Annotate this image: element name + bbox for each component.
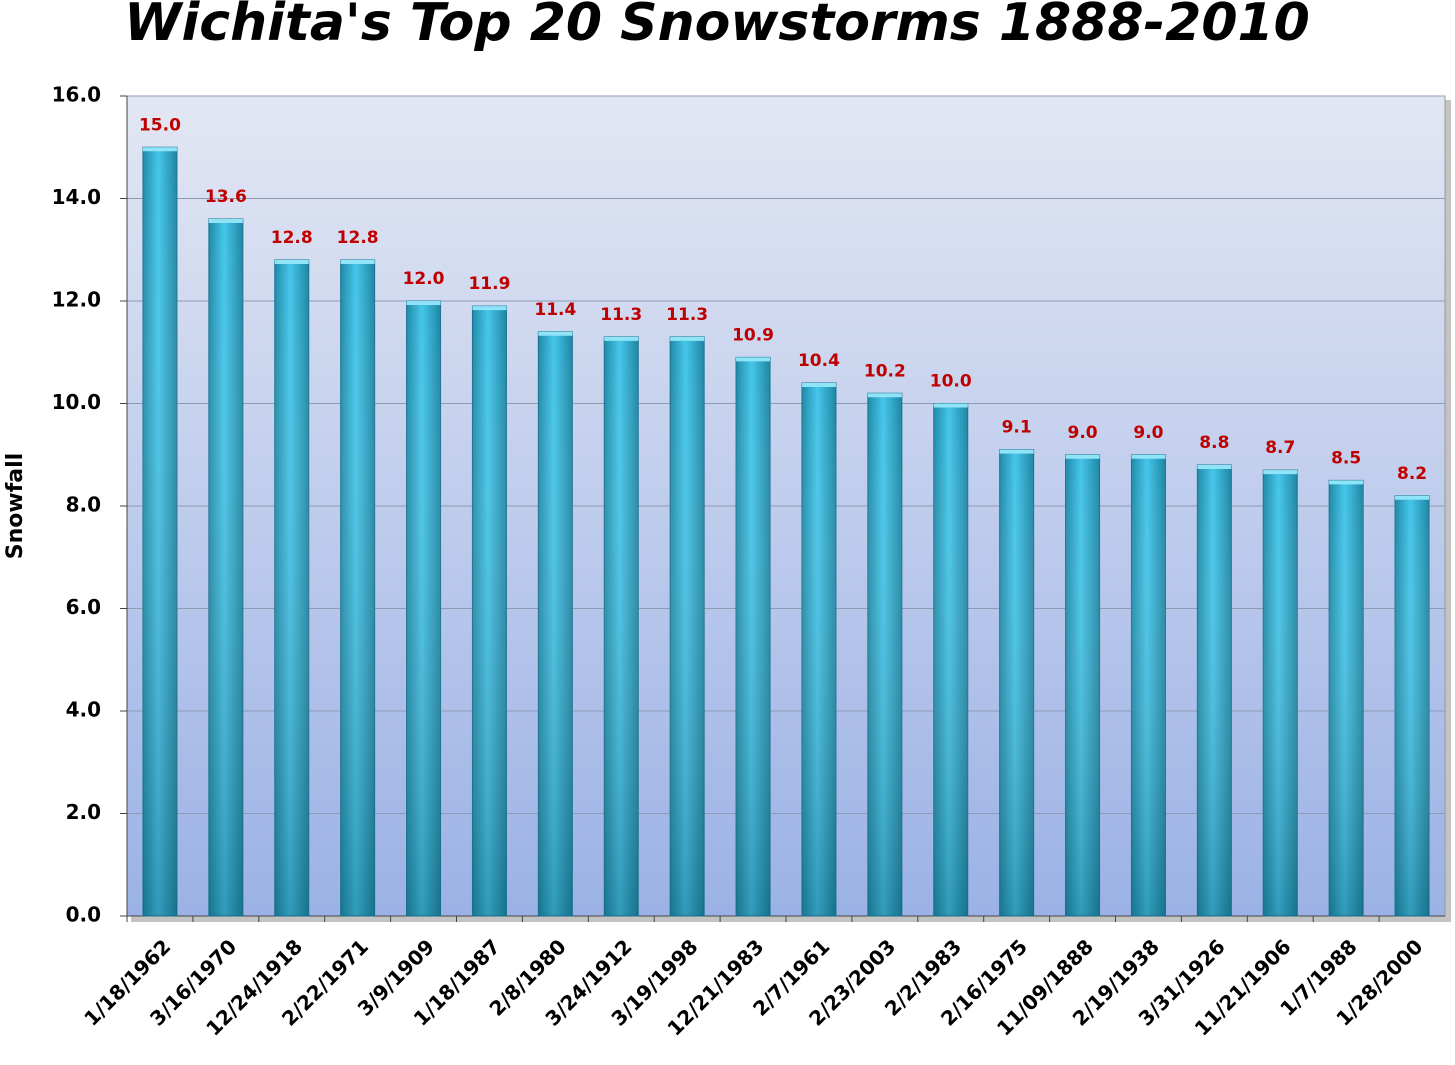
bar-cap	[670, 336, 705, 341]
bar-shade	[736, 357, 771, 916]
y-tick-label: 4.0	[66, 698, 101, 722]
bar-cap	[867, 393, 902, 398]
value-label: 8.2	[1397, 464, 1427, 484]
y-tick-label: 14.0	[52, 185, 101, 209]
value-label: 11.4	[534, 300, 576, 320]
bar-cap	[736, 357, 771, 362]
bar-shade	[406, 301, 441, 916]
value-label: 10.2	[864, 361, 906, 381]
value-label: 8.5	[1331, 448, 1361, 468]
bar-shade	[1131, 454, 1166, 916]
value-label: 12.0	[403, 269, 445, 289]
bar-shade	[867, 393, 902, 916]
value-label: 12.8	[337, 228, 379, 248]
y-tick-label: 12.0	[52, 288, 101, 312]
value-label: 12.8	[271, 228, 313, 248]
bar-shade	[142, 147, 177, 916]
y-tick-label: 6.0	[66, 595, 101, 619]
bar-cap	[1131, 454, 1166, 459]
bar-cap	[1197, 465, 1232, 469]
value-label: 11.3	[666, 305, 708, 325]
chart-title: Wichita's Top 20 Snowstorms 1888-2010	[124, 0, 1310, 53]
bar-cap	[406, 301, 441, 305]
value-label: 10.4	[798, 351, 840, 371]
value-label: 9.0	[1133, 423, 1163, 443]
value-label: 11.3	[600, 305, 642, 325]
bar-shade	[1329, 480, 1364, 916]
y-tick-label: 16.0	[52, 83, 101, 107]
bar-shade	[538, 331, 573, 916]
y-axis-title: Snowfall	[3, 453, 28, 559]
value-label: 9.0	[1067, 423, 1097, 443]
value-label: 13.6	[205, 187, 247, 207]
value-label: 10.0	[930, 372, 972, 392]
bar-shade	[1197, 465, 1232, 916]
bar-shade	[801, 383, 836, 916]
y-tick-label: 10.0	[52, 390, 101, 414]
bar-cap	[472, 306, 507, 311]
bar-cap	[340, 260, 375, 264]
bar-shade	[604, 336, 639, 916]
bar-cap	[604, 336, 639, 341]
value-label: 11.9	[468, 274, 510, 294]
bar-shade	[1263, 470, 1298, 916]
bar-shade	[274, 260, 309, 916]
bar-cap	[933, 403, 968, 408]
value-label: 9.1	[1002, 418, 1032, 438]
y-tick-label: 0.0	[66, 903, 101, 927]
y-tick-label: 8.0	[66, 493, 101, 517]
y-tick-label: 2.0	[66, 800, 101, 824]
value-label: 8.7	[1265, 438, 1295, 458]
bar-shade	[670, 336, 705, 916]
bar-cap	[1263, 470, 1298, 475]
value-label: 15.0	[139, 115, 181, 135]
bar-shade	[472, 306, 507, 916]
bar-shade	[208, 219, 243, 916]
bar-shade	[933, 403, 968, 916]
bar-cap	[1065, 454, 1100, 459]
bar-cap	[274, 260, 309, 264]
bar-cap	[999, 449, 1034, 454]
bar-shade	[1395, 495, 1430, 916]
bar-cap	[538, 331, 573, 336]
bar-cap	[208, 219, 243, 223]
value-label: 10.9	[732, 325, 774, 345]
bar-shade	[340, 260, 375, 916]
bar-cap	[142, 147, 177, 152]
value-label: 8.8	[1199, 433, 1229, 453]
bar-cap	[1329, 480, 1364, 485]
bar-cap	[1395, 495, 1430, 500]
bar-shade	[1065, 454, 1100, 916]
bar-cap	[801, 383, 836, 387]
bar-shade	[999, 449, 1034, 916]
